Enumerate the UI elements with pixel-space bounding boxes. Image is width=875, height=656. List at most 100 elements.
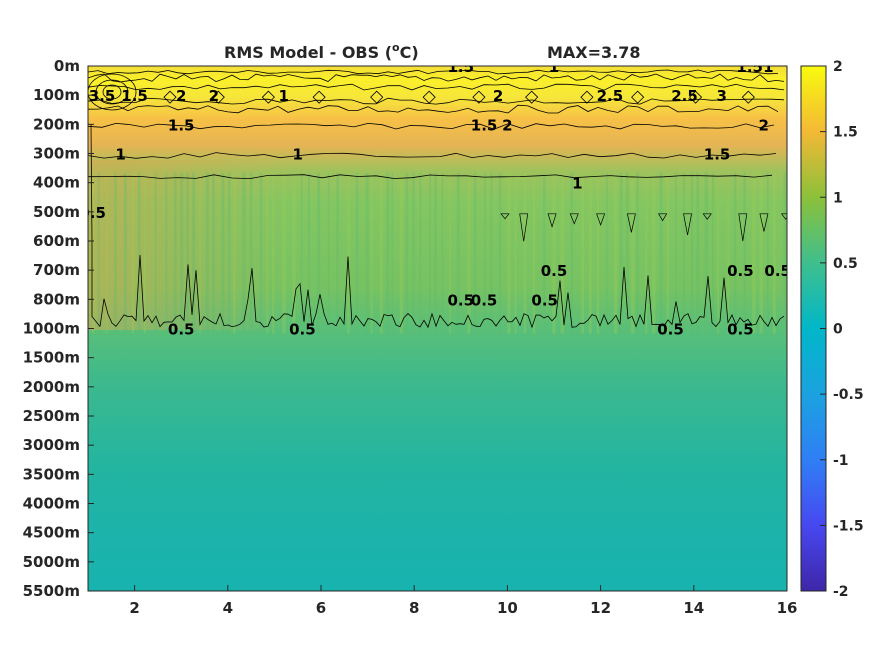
stripe: [690, 172, 694, 334]
stripe: [205, 172, 209, 334]
stripe: [365, 172, 369, 334]
contour-loop: [163, 90, 177, 104]
x-tick-label: 14: [683, 599, 704, 617]
contour-loop: [683, 213, 692, 236]
contour-label: 1.5: [736, 58, 763, 76]
stripe: [619, 172, 623, 334]
contour-label: 1: [572, 175, 582, 193]
contour-loop: [312, 90, 326, 104]
x-tick-label: 8: [409, 599, 419, 617]
contour-loop: [95, 79, 129, 105]
stripe: [734, 172, 737, 334]
stripe: [507, 172, 511, 334]
stripe: [327, 172, 330, 334]
colorbar-tick-label: -2: [833, 584, 849, 600]
stripe: [347, 172, 350, 334]
stripe: [766, 172, 769, 334]
contour-label: 1.5: [121, 87, 148, 105]
stripe: [186, 172, 189, 334]
x-tick-label: 4: [223, 599, 233, 617]
y-tick-label: 4000m: [23, 495, 80, 513]
y-tick-label: 100m: [33, 86, 80, 104]
contour-loop: [211, 90, 225, 104]
contour-loop: [702, 213, 712, 220]
contour-loop: [525, 90, 539, 104]
contour-loop: [519, 213, 529, 242]
stripe: [405, 172, 409, 334]
contour-label: 0.5: [727, 321, 754, 339]
stripe: [300, 172, 303, 334]
y-tick-label: 2000m: [23, 378, 80, 396]
stripe: [532, 172, 536, 334]
stripe: [412, 172, 415, 334]
contour-line: [88, 73, 785, 83]
stripe: [596, 172, 600, 334]
stripe: [336, 172, 339, 334]
x-tick-label: 6: [316, 599, 326, 617]
stripe: [272, 172, 275, 334]
stripe: [473, 172, 477, 334]
contour-loop: [759, 213, 769, 232]
contour-label: 2: [502, 116, 512, 134]
contour-line: [88, 152, 777, 159]
stripe: [659, 172, 663, 334]
stripe: [704, 172, 708, 334]
contour-label: 2.5: [597, 87, 624, 105]
stripe: [227, 172, 231, 334]
contour-label: 2: [176, 87, 186, 105]
contour-line: [88, 122, 775, 130]
stripe: [727, 172, 729, 334]
contour-label: 2: [758, 116, 768, 134]
stripe: [317, 172, 321, 334]
y-tick-label: 4500m: [23, 524, 80, 542]
stripe: [173, 172, 177, 334]
stripe: [242, 172, 246, 334]
contour-label: 1: [549, 58, 559, 76]
stripe: [666, 172, 669, 334]
contour-label: 2.5: [671, 87, 698, 105]
contour-loop: [780, 213, 787, 220]
y-tick-label: 2500m: [23, 407, 80, 425]
contour-loop: [102, 84, 122, 100]
stripe: [192, 172, 196, 334]
contour-loop: [370, 90, 384, 104]
contour-loop: [657, 213, 668, 222]
stripe: [613, 172, 618, 334]
stripe: [199, 172, 201, 334]
contour-loop: [631, 90, 645, 104]
contour-label: 1: [292, 146, 302, 164]
contour-loop: [261, 90, 275, 104]
title-max: MAX=3.78: [547, 43, 641, 62]
stripe: [379, 172, 383, 334]
stripe: [165, 172, 168, 334]
stripe: [399, 172, 403, 334]
contour-loop: [688, 90, 703, 104]
x-tick-label: 12: [590, 599, 611, 617]
stripe: [467, 172, 471, 334]
contour-label: 1: [279, 87, 289, 105]
stripe: [490, 172, 493, 334]
y-tick-label: 3500m: [23, 465, 80, 483]
stripe: [441, 172, 444, 334]
stripe: [696, 172, 700, 334]
contour-label: 1.5: [448, 58, 475, 76]
y-tick-label: 1000m: [23, 320, 80, 338]
x-tick-label: 10: [497, 599, 518, 617]
contour-line: [88, 83, 785, 91]
y-axis: 0m 100m 200m 300m 400m 500m 600m 700m 800m 1000m 1…: [23, 57, 94, 600]
contour-lines: [88, 69, 787, 329]
stripe: [114, 172, 117, 334]
contour-loop: [88, 73, 137, 111]
stripe: [97, 172, 100, 334]
contour-loop: [626, 213, 636, 233]
stripe: [143, 172, 146, 334]
contour-line: [99, 254, 785, 329]
stripe: [355, 172, 359, 334]
contour-label: 0.5: [289, 321, 316, 339]
contour-loop: [500, 213, 510, 220]
contour-label: 0.5: [471, 291, 498, 309]
contour-label: 3: [717, 87, 727, 105]
stripe: [752, 172, 756, 334]
